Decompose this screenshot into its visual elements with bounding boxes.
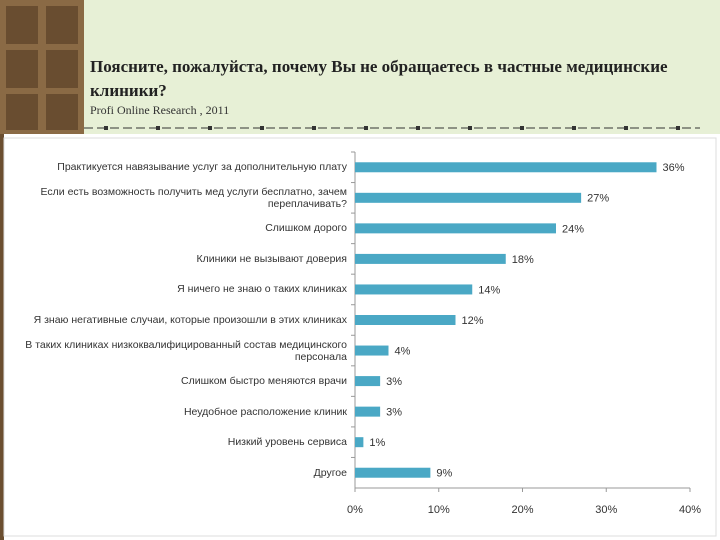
value-label: 36% bbox=[663, 162, 685, 174]
bar bbox=[355, 162, 657, 173]
header-background bbox=[0, 0, 720, 134]
category-label: Неудобное расположение клиник bbox=[183, 405, 347, 418]
bar bbox=[355, 253, 506, 264]
value-label: 27% bbox=[587, 193, 609, 205]
bar bbox=[355, 315, 456, 325]
category-box: Слишком дорого bbox=[265, 222, 347, 235]
category-box: Я знаю негативные случаи, которые произо… bbox=[33, 314, 347, 326]
bar bbox=[355, 223, 556, 234]
value-label: 3% bbox=[386, 376, 402, 388]
bar bbox=[355, 345, 389, 356]
bar bbox=[355, 376, 381, 387]
value-label: 1% bbox=[369, 437, 385, 449]
bar bbox=[355, 467, 431, 478]
category-label: Я ничего не знаю о таких клиниках bbox=[177, 283, 347, 296]
divider-dots bbox=[104, 126, 680, 130]
value-label: 24% bbox=[562, 223, 584, 235]
value-label: 14% bbox=[478, 284, 500, 296]
x-tick-label: 0% bbox=[347, 504, 363, 516]
plot-frame bbox=[3, 137, 717, 537]
category-box: Я ничего не знаю о таких клиниках bbox=[177, 283, 347, 296]
x-tick-label: 10% bbox=[428, 504, 450, 516]
bar bbox=[355, 406, 381, 417]
left-border bbox=[0, 134, 4, 540]
bar bbox=[355, 284, 473, 295]
category-box: Клиники не вызывают доверия bbox=[196, 252, 347, 265]
decor-pattern bbox=[6, 6, 78, 130]
x-tick-label: 40% bbox=[679, 504, 701, 516]
chart-subtitle: Profi Online Research , 2011 bbox=[90, 103, 229, 117]
category-label: Я знаю негативные случаи, которые произо… bbox=[33, 314, 347, 326]
category-label: В таких клиниках низкоквалифицированный … bbox=[25, 338, 347, 363]
value-label: 4% bbox=[395, 345, 411, 357]
x-tick-label: 30% bbox=[595, 504, 617, 516]
value-label: 9% bbox=[436, 468, 452, 480]
category-label: Слишком быстро меняются врачи bbox=[181, 375, 347, 388]
category-label: Клиники не вызывают доверия bbox=[196, 252, 347, 265]
category-label: Практикуется навязывание услуг за дополн… bbox=[57, 161, 347, 174]
category-box: Практикуется навязывание услуг за дополн… bbox=[57, 161, 347, 174]
category-label: Низкий уровень сервиса bbox=[227, 436, 347, 449]
category-box: В таких клиниках низкоквалифицированный … bbox=[25, 338, 347, 363]
bar bbox=[355, 192, 582, 203]
chart-title: Поясните, пожалуйста, почему Вы не обращ… bbox=[90, 57, 668, 100]
value-label: 12% bbox=[462, 315, 484, 327]
category-label: Если есть возможность получить мед услуг… bbox=[40, 185, 347, 210]
category-box: Низкий уровень сервиса bbox=[227, 436, 347, 449]
title-box: Поясните, пожалуйста, почему Вы не обращ… bbox=[90, 57, 668, 100]
value-label: 3% bbox=[386, 407, 402, 419]
value-label: 18% bbox=[512, 254, 534, 266]
bar bbox=[355, 437, 364, 448]
category-box: Другое bbox=[313, 466, 347, 479]
x-tick-label: 20% bbox=[511, 504, 533, 516]
category-box: Неудобное расположение клиник bbox=[183, 405, 347, 418]
category-label: Слишком дорого bbox=[265, 222, 347, 235]
category-box: Если есть возможность получить мед услуг… bbox=[40, 185, 347, 210]
category-box: Слишком быстро меняются врачи bbox=[181, 375, 347, 388]
category-label: Другое bbox=[313, 466, 347, 479]
